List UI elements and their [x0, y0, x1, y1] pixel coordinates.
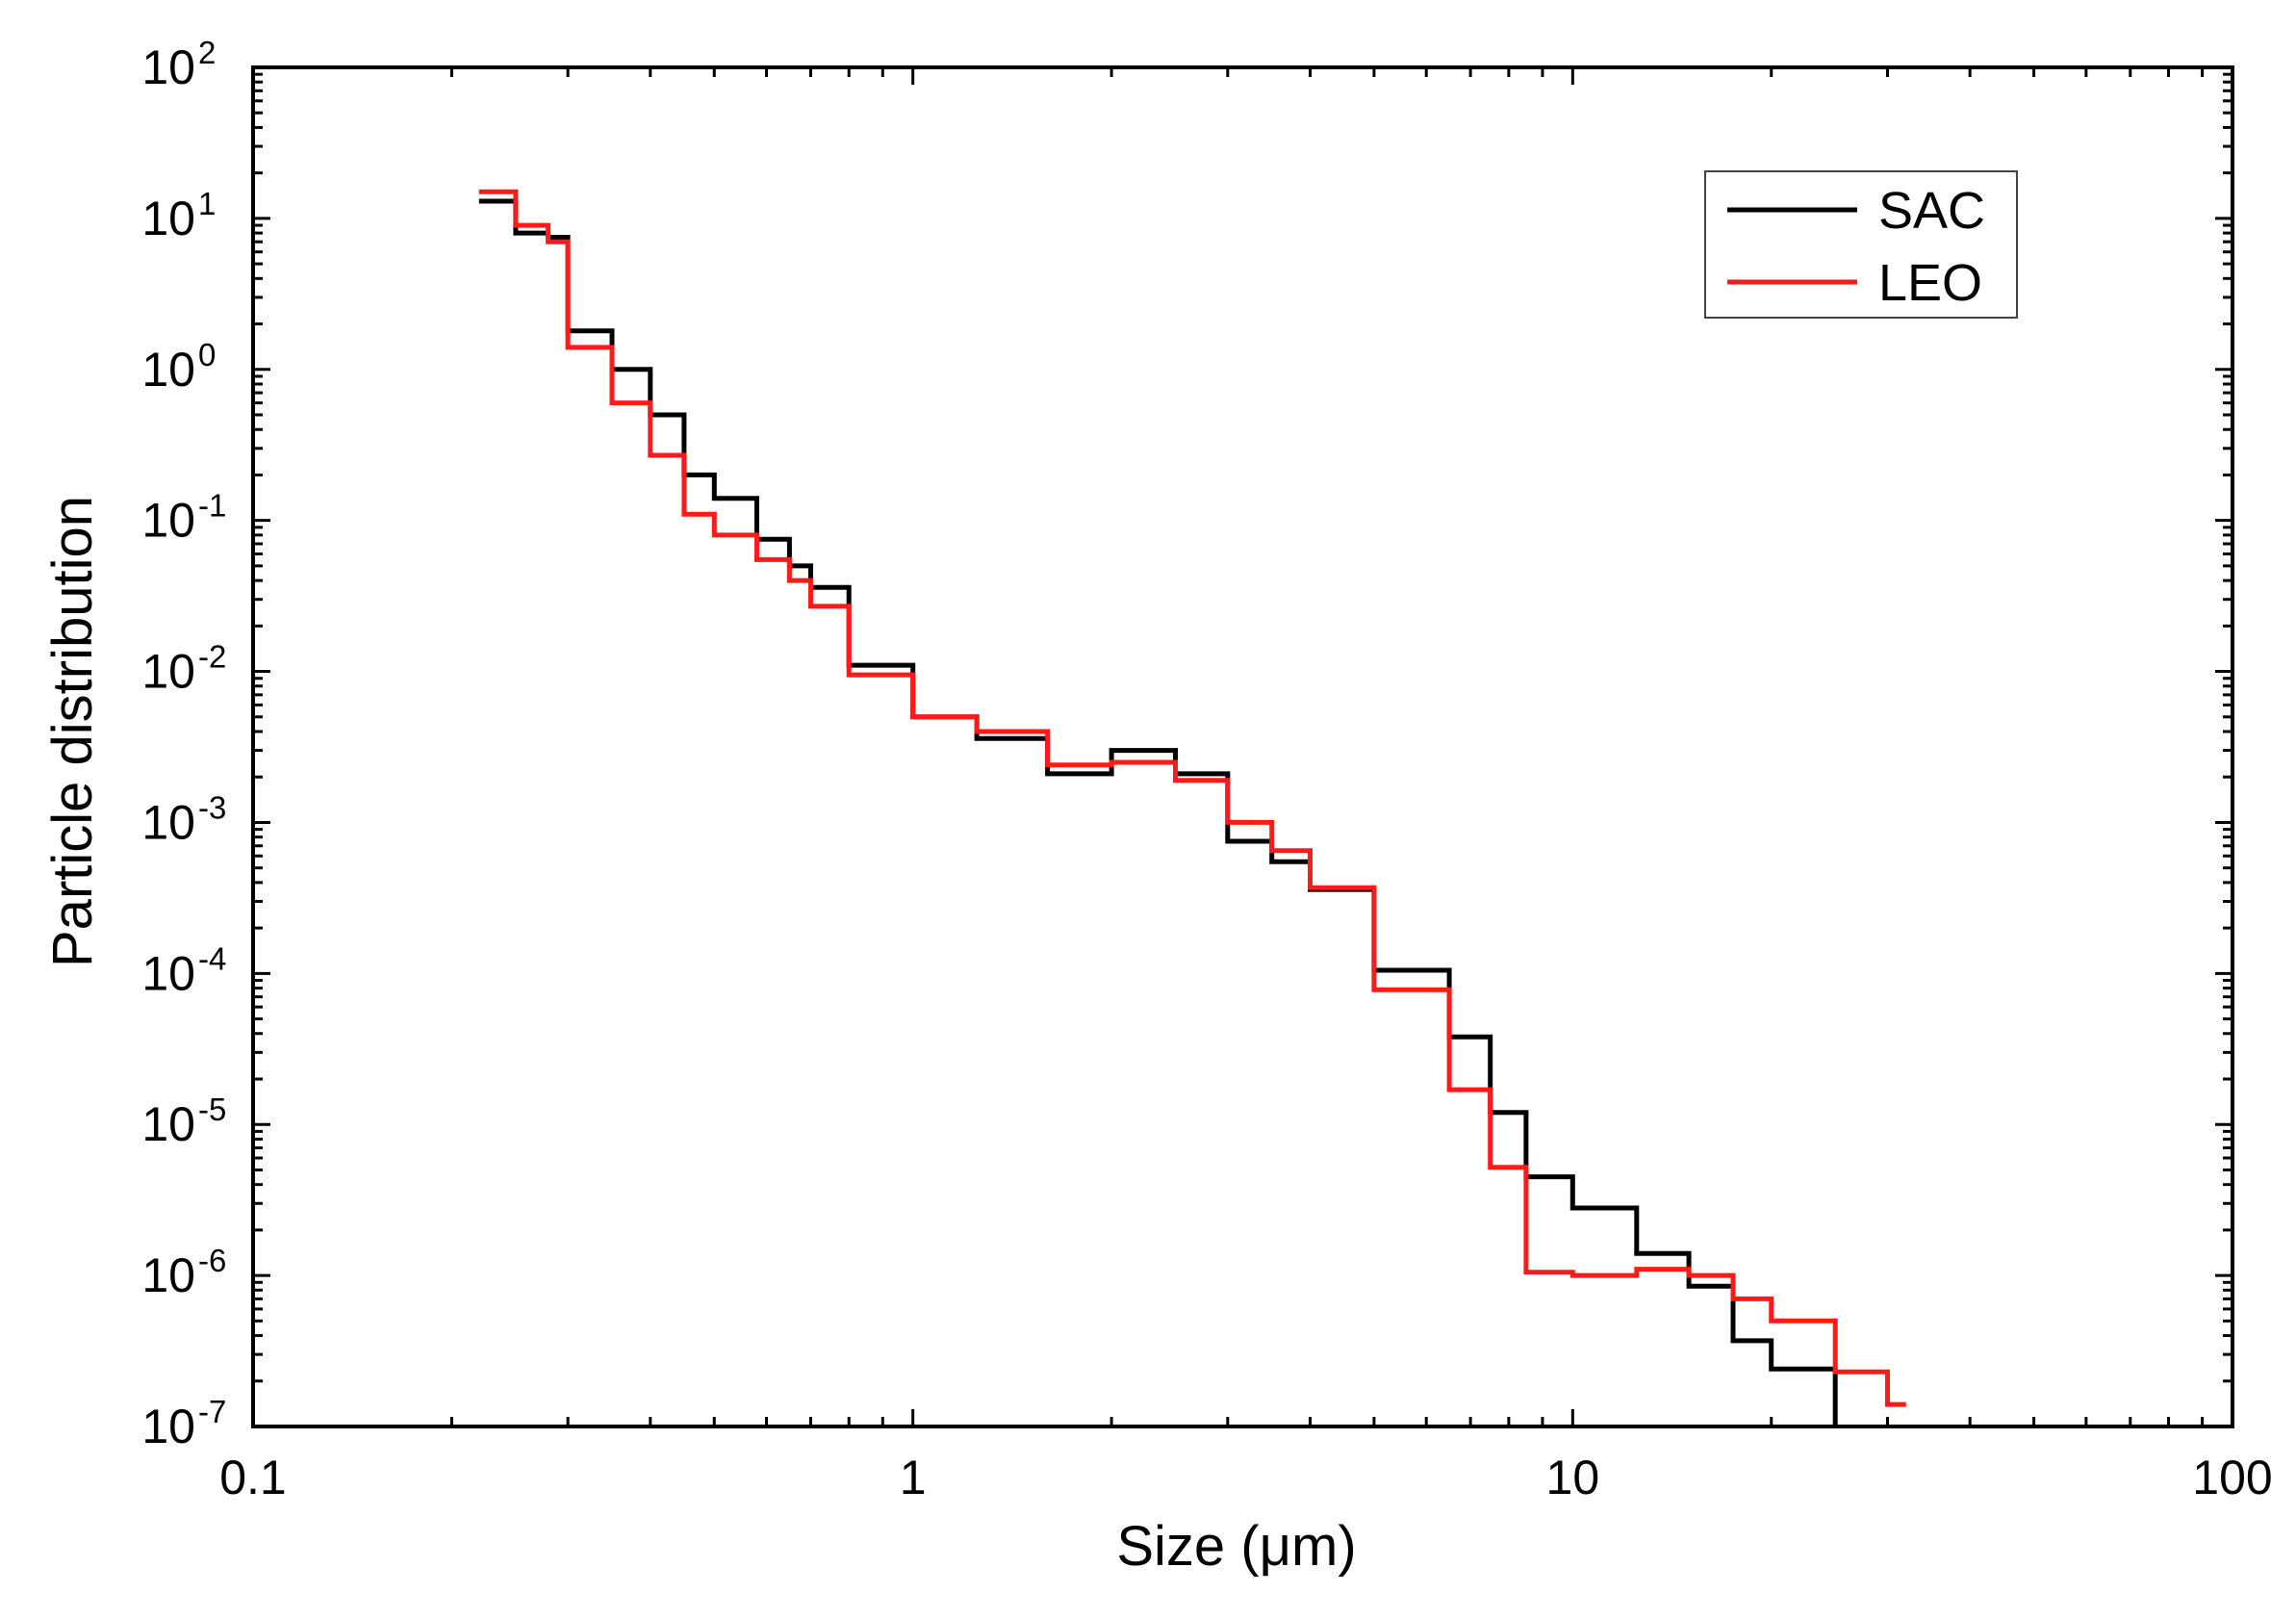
y-tick-label: 10 2 — [141, 35, 216, 94]
legend-label-sac: SAC — [1878, 182, 1985, 240]
series-line-sac — [478, 198, 1838, 1426]
y-tick-label-exponent: -5 — [198, 1092, 226, 1127]
x-tick-label: 1 — [900, 1451, 927, 1504]
y-tick-label-base: 10 — [141, 795, 195, 849]
y-tick-label: 10 -7 — [141, 1394, 226, 1453]
y-tick-label-base: 10 — [141, 1097, 195, 1151]
plot-frame-group — [251, 65, 2234, 1428]
y-tick-label-exponent: 0 — [198, 337, 216, 373]
y-tick-label-base: 10 — [141, 1400, 195, 1453]
series-group — [478, 189, 1906, 1426]
plot-frame — [251, 65, 2234, 1428]
x-axis-title: Size (μm) — [1116, 1515, 1356, 1578]
y-tick-label: 10 -6 — [141, 1243, 226, 1302]
y-tick-label-base: 10 — [141, 645, 195, 699]
y-tick-label-base: 10 — [141, 40, 195, 94]
legend: SAC LEO — [1704, 170, 2018, 319]
x-tick-label: 10 — [1546, 1451, 1600, 1504]
x-tick-label: 100 — [2192, 1451, 2272, 1504]
y-tick-label: 10 -4 — [141, 940, 226, 1000]
series-line-leo — [478, 189, 1906, 1407]
y-tick-label-base: 10 — [141, 1248, 195, 1302]
y-tick-label: 10 -1 — [141, 488, 226, 548]
y-tick-label: 10 -3 — [141, 789, 226, 849]
y-tick-label-exponent: -6 — [198, 1243, 226, 1278]
y-tick-label: 10 0 — [141, 337, 216, 397]
y-axis-title: Particle distribution — [41, 496, 104, 967]
y-tick-label-base: 10 — [141, 494, 195, 548]
y-tick-label: 10 1 — [141, 186, 216, 245]
y-tick-label-exponent: -1 — [198, 488, 226, 524]
y-tick-label-exponent: -7 — [198, 1394, 226, 1429]
y-tick-label-base: 10 — [141, 946, 195, 1000]
y-tick-label-exponent: 2 — [198, 35, 216, 70]
y-tick-label-base: 10 — [141, 192, 195, 245]
legend-label-leo: LEO — [1878, 254, 1982, 312]
ticks-group — [251, 67, 2232, 1428]
y-tick-label-exponent: -2 — [198, 639, 226, 675]
x-tick-label: 0.1 — [219, 1451, 287, 1504]
y-tick-label-exponent: -4 — [198, 940, 226, 976]
y-tick-label-base: 10 — [141, 343, 195, 397]
y-tick-label: 10 -2 — [141, 639, 226, 699]
legend-box — [1704, 170, 2018, 319]
y-tick-label-exponent: 1 — [198, 186, 216, 221]
y-tick-label-exponent: -3 — [198, 789, 226, 825]
y-tick-label: 10 -5 — [141, 1092, 226, 1151]
